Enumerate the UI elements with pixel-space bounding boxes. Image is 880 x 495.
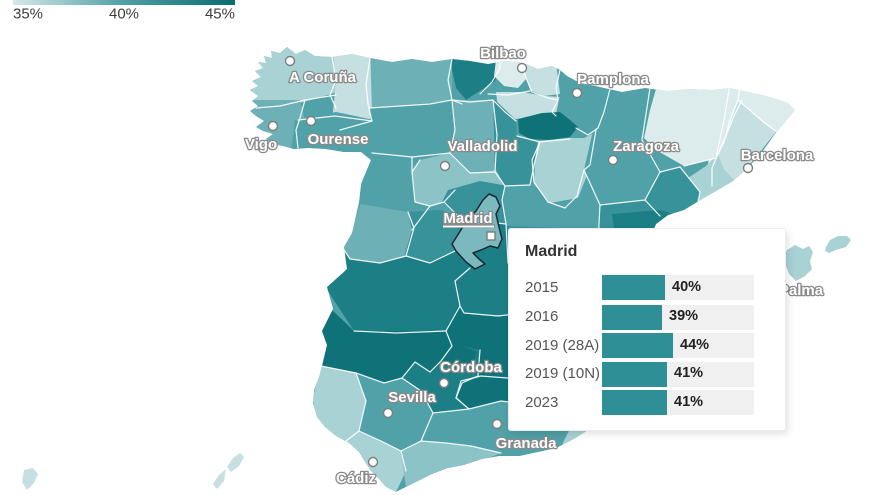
svg-text:Pamplona: Pamplona <box>577 71 649 88</box>
svg-text:Bilbao: Bilbao <box>480 45 526 62</box>
svg-text:45%: 45% <box>205 6 235 23</box>
svg-text:Vigo: Vigo <box>245 136 277 153</box>
svg-text:Palma: Palma <box>779 282 824 299</box>
svg-text:Madrid: Madrid <box>443 210 492 227</box>
svg-text:Granada: Granada <box>496 435 558 452</box>
svg-text:Sevilla: Sevilla <box>388 389 436 406</box>
svg-text:Zaragoza: Zaragoza <box>613 138 680 155</box>
svg-text:Cádiz: Cádiz <box>336 470 376 487</box>
svg-text:Barcelona: Barcelona <box>741 147 814 164</box>
svg-text:Ourense: Ourense <box>308 131 369 148</box>
svg-text:Valladolid: Valladolid <box>447 138 517 155</box>
svg-text:40%: 40% <box>109 6 139 23</box>
svg-text:A Coruña: A Coruña <box>289 69 357 86</box>
svg-text:Córdoba: Córdoba <box>440 359 502 376</box>
svg-text:35%: 35% <box>13 6 43 23</box>
